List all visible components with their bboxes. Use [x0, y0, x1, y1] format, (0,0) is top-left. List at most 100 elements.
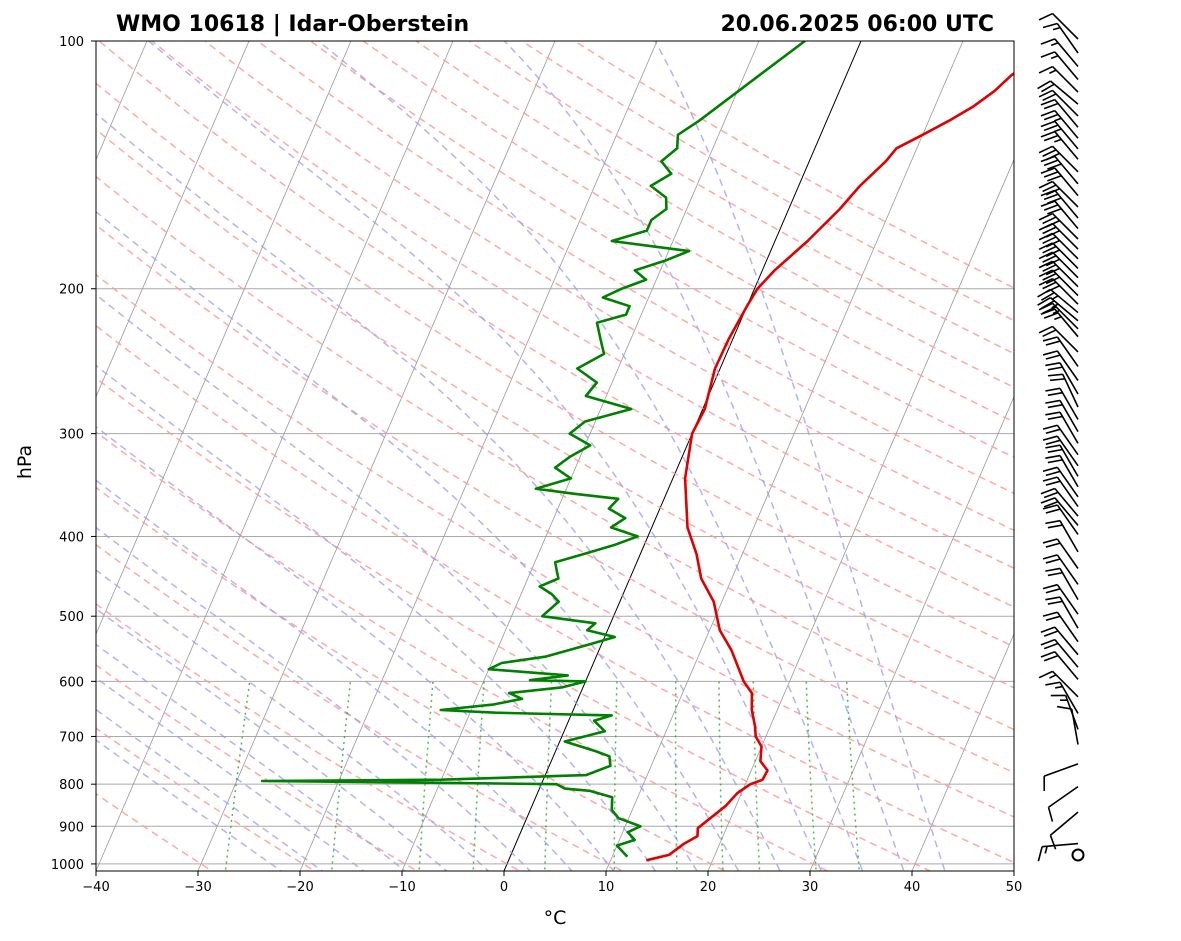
- chart-title-left: WMO 10618 | Idar-Oberstein: [116, 12, 469, 37]
- wind-barb: [1042, 538, 1079, 569]
- wind-barb: [1045, 387, 1079, 420]
- y-tick-label: 200: [59, 283, 84, 298]
- wind-barb: [1040, 200, 1079, 230]
- isotherm-line: [96, 41, 250, 398]
- isotherm-line: [911, 632, 1014, 871]
- wind-barb: [1038, 12, 1079, 40]
- wind-barbs: [1037, 12, 1085, 862]
- wind-barb: [1040, 130, 1079, 160]
- y-tick-label: 300: [59, 428, 84, 443]
- moist-adiabat-line: [96, 643, 407, 871]
- wind-barb: [1045, 681, 1079, 714]
- dry-adiabat-line: [362, 41, 1014, 423]
- wind-barb: [1038, 670, 1079, 698]
- wind-barb: [1038, 277, 1079, 305]
- wind-barb: [1038, 65, 1079, 93]
- mixing-ratio-line: [613, 681, 618, 871]
- isotherm-line: [299, 41, 658, 871]
- isotherm-line: [605, 41, 964, 871]
- moist-adiabat-line: [654, 41, 946, 871]
- wind-barb: [1045, 454, 1079, 488]
- wind-barb: [1040, 155, 1079, 185]
- wind-barb: [1042, 611, 1079, 643]
- wind-barb: [1042, 466, 1079, 498]
- wind-barb: [1040, 51, 1079, 81]
- dry-adiabat-line: [97, 41, 1014, 608]
- dewpoint-profile-line: [260, 41, 806, 858]
- x-tick-label: 10: [598, 880, 615, 895]
- moist-adiabat-line: [96, 112, 781, 871]
- wind-barb: [1042, 350, 1079, 381]
- wind-barb: [1040, 638, 1079, 668]
- wind-barb: [1042, 22, 1079, 54]
- wind-barb: [1043, 763, 1079, 792]
- wind-barb: [1038, 232, 1079, 260]
- moist-adiabat-line: [503, 41, 905, 871]
- moist-adiabat-line: [96, 526, 532, 871]
- moist-adiabat-line: [147, 41, 823, 871]
- wind-barb: [1040, 626, 1079, 656]
- wind-barb: [1038, 89, 1079, 117]
- dry-adiabat-line: [256, 41, 1014, 495]
- dry-adiabat-line: [96, 273, 1014, 818]
- wind-barb: [1040, 497, 1079, 526]
- x-axis-label: °C: [544, 907, 567, 929]
- wind-barb: [1050, 694, 1079, 730]
- moist-adiabat-line: [96, 293, 698, 871]
- wind-barb: [1042, 424, 1079, 456]
- isotherm-line: [809, 395, 1014, 871]
- wind-barb: [1047, 785, 1079, 822]
- wind-barb: [1040, 189, 1079, 219]
- wind-barb: [1040, 109, 1079, 139]
- wind-barb: [1038, 269, 1079, 297]
- y-tick-label: 1000: [51, 858, 84, 873]
- dry-adiabat-line: [96, 224, 1014, 774]
- wind-barb: [1042, 336, 1079, 367]
- isotherm-zero-line: [503, 41, 862, 871]
- y-tick-label: 100: [59, 35, 84, 50]
- y-axis-ticks: 100 200 300 400 500 600 700 800 900 1000: [51, 35, 96, 873]
- background-lines: [96, 41, 1014, 871]
- wind-barb: [1040, 651, 1079, 680]
- x-axis-ticks: −40 −30 −20 −10 0 10 20 30 40 50: [82, 871, 1022, 895]
- wind-barb: [1042, 554, 1079, 585]
- plot-area: [96, 41, 1014, 871]
- x-tick-label: 50: [1006, 880, 1023, 895]
- plot-frame: [95, 40, 1015, 872]
- wind-barb: [1037, 842, 1079, 862]
- dry-adiabat-line: [96, 486, 727, 871]
- chart-title-right: 20.06.2025 06:00 UTC: [720, 12, 994, 37]
- x-tick-label: −20: [286, 880, 313, 895]
- moist-adiabat-line: [96, 210, 740, 871]
- wind-barb: [1049, 811, 1079, 850]
- dry-adiabat-line: [96, 128, 1014, 689]
- wind-barb: [1045, 362, 1079, 395]
- moist-adiabat-line: [96, 364, 657, 871]
- moist-adiabat-line: [96, 708, 324, 871]
- wind-barb: [1045, 567, 1079, 601]
- wind-barb: [1040, 38, 1079, 68]
- wind-barb: [1038, 325, 1079, 353]
- isotherm-line: [707, 158, 1014, 871]
- wind-barb: [1038, 251, 1079, 279]
- dry-adiabat-line: [203, 41, 1014, 532]
- wind-barb: [1045, 596, 1079, 629]
- isotherm-line: [1013, 869, 1014, 871]
- isotherm-line: [96, 41, 352, 635]
- x-tick-label: −40: [82, 880, 109, 895]
- wind-barb: [1042, 504, 1079, 535]
- x-tick-label: 30: [802, 880, 819, 895]
- dry-adiabat-line: [96, 431, 830, 871]
- x-tick-label: 0: [500, 880, 508, 895]
- x-tick-label: −30: [184, 880, 211, 895]
- wind-barb: [1045, 411, 1079, 444]
- moist-adiabat-line: [96, 569, 490, 871]
- isotherm-line: [401, 41, 760, 871]
- x-tick-label: −10: [388, 880, 415, 895]
- wind-barb: [1040, 120, 1079, 150]
- y-tick-label: 500: [59, 610, 84, 625]
- y-axis-label: hPa: [14, 445, 36, 479]
- wind-barb: [1040, 98, 1079, 128]
- moist-adiabat-line: [96, 739, 283, 871]
